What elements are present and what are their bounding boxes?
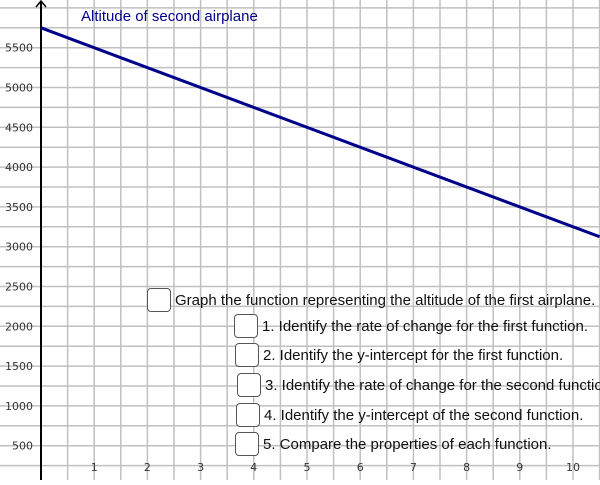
series-line-second-airplane[interactable]	[40, 26, 600, 239]
x-tick-label: 10	[566, 461, 580, 474]
task-checkbox[interactable]	[236, 403, 260, 427]
x-tick-label: 2	[144, 461, 151, 474]
y-tick-label: 5000	[5, 82, 33, 95]
tick-labels: 1 2 3 4 5 6 7 8 9 10 500 1000 1500 2000 2500 3000 3500 40…	[5, 42, 580, 474]
task-label: 4. Identify the y-intercept of the secon…	[264, 406, 584, 424]
task-compare-properties[interactable]: 5. Compare the properties of each functi…	[235, 431, 552, 457]
task-rate-of-change-second[interactable]: 3. Identify the rate of change for the s…	[237, 372, 600, 398]
y-tick-label: 3000	[5, 241, 33, 254]
x-tick-label: 8	[463, 461, 470, 474]
task-checkbox[interactable]	[234, 314, 258, 338]
x-tick-label: 5	[304, 461, 311, 474]
y-tick-label: 4500	[5, 121, 33, 134]
y-tick-label: 3500	[5, 201, 33, 214]
task-label: Graph the function representing the alti…	[175, 291, 596, 309]
task-label: 5. Compare the properties of each functi…	[263, 435, 552, 453]
task-label: 1. Identify the rate of change for the f…	[262, 317, 589, 335]
task-checkbox[interactable]	[237, 373, 261, 397]
x-tick-label: 9	[516, 461, 523, 474]
y-tick-label: 2000	[5, 320, 33, 333]
y-tick-label: 2500	[5, 281, 33, 294]
series-layer[interactable]	[40, 26, 600, 239]
axes	[35, 0, 47, 480]
task-rate-of-change-first[interactable]: 1. Identify the rate of change for the f…	[234, 313, 588, 339]
y-tick-label: 4000	[5, 161, 33, 174]
x-tick-label: 4	[250, 461, 257, 474]
task-checkbox[interactable]	[147, 288, 171, 312]
y-tick-label: 1500	[5, 360, 33, 373]
task-y-intercept-first[interactable]: 2. Identify the y-intercept for the firs…	[235, 342, 563, 368]
y-tick-label: 1000	[5, 400, 33, 413]
x-tick-label: 3	[197, 461, 204, 474]
function-label: Altitude of second airplane	[81, 8, 258, 25]
task-label: 3. Identify the rate of change for the s…	[265, 376, 600, 394]
x-tick-label: 1	[91, 461, 98, 474]
task-y-intercept-second[interactable]: 4. Identify the y-intercept of the secon…	[236, 402, 583, 428]
y-axis-arrow-icon	[35, 0, 47, 8]
y-tick-label: 500	[12, 440, 33, 453]
task-checkbox[interactable]	[235, 432, 259, 456]
x-tick-label: 7	[410, 461, 417, 474]
task-label: 2. Identify the y-intercept for the firs…	[263, 346, 564, 364]
task-graph-first-airplane[interactable]: Graph the function representing the alti…	[147, 287, 595, 313]
task-checkbox[interactable]	[235, 343, 259, 367]
y-tick-label: 5500	[5, 42, 33, 55]
x-tick-label: 6	[357, 461, 364, 474]
